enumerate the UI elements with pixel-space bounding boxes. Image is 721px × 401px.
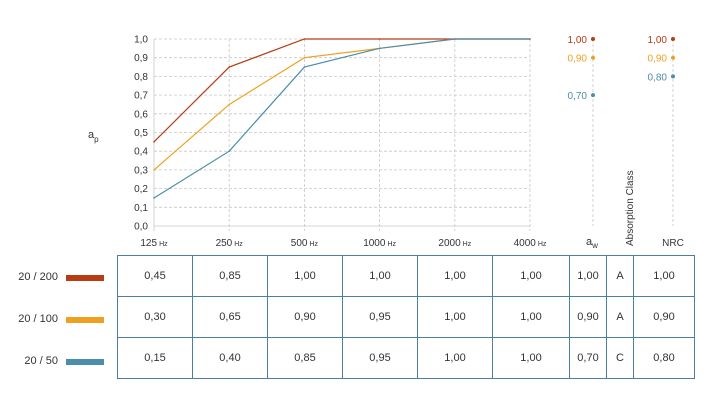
table-cell: 0,90: [267, 296, 343, 338]
row-label-1: 20 / 100: [18, 313, 58, 325]
series-line-0: [153, 38, 530, 143]
data-point: [303, 56, 306, 59]
aw-value-label: 0,90: [568, 54, 588, 65]
row-label-2: 20 / 50: [24, 355, 58, 367]
x-tick-label: 125 Hz: [140, 238, 168, 249]
y-tick-label: 0,7: [134, 91, 148, 102]
nrc-marker: [671, 55, 675, 60]
nrc-marker: [671, 37, 675, 41]
nrc-marker: [671, 74, 675, 79]
table-cell: 0,30: [117, 296, 193, 338]
x-tick-label: 4000 Hz: [514, 238, 547, 249]
values-table: 0,45 0,85 1,00 1,00 1,00 1,00 1,00 A 1,0…: [117, 255, 695, 379]
data-point: [228, 150, 230, 152]
table-cell: 1,00: [267, 255, 343, 297]
table-cell: 0,95: [342, 337, 418, 379]
data-point: [153, 141, 155, 143]
x-tick-label: 500 Hz: [291, 238, 319, 249]
data-point: [529, 38, 531, 40]
aw-marker: [591, 37, 595, 41]
data-point: [378, 38, 381, 40]
table-cell-class: A: [606, 255, 634, 297]
table-cell-nrc: 0,90: [633, 296, 695, 338]
table-row: 0,30 0,65 0,90 0,95 1,00 1,00 0,90 A 0,9…: [117, 296, 695, 338]
table-cell: 1,00: [342, 255, 418, 297]
table-cell: 1,00: [417, 337, 493, 379]
table-cell: 0,40: [192, 337, 268, 379]
table-cell: 0,85: [192, 255, 268, 297]
legend-swatch-0: [66, 275, 104, 281]
x-tick-label: 1000 Hz: [363, 238, 396, 249]
y-tick-label: 0,6: [134, 109, 148, 120]
series-line-1: [153, 38, 530, 171]
x-tick-label: 250 Hz: [216, 238, 244, 249]
table-cell: 1,00: [492, 255, 570, 297]
nrc-value-label: 1,00: [648, 35, 668, 46]
nrc-column-label: NRC: [662, 238, 684, 249]
series-line-2: [153, 38, 530, 199]
table-cell-class: A: [606, 296, 634, 338]
nrc-value-label: 0,90: [648, 54, 668, 65]
data-point: [378, 47, 381, 50]
data-point: [303, 38, 306, 40]
table-cell: 1,00: [492, 296, 570, 338]
y-tick-label: 0,5: [134, 128, 148, 139]
table-cell-aw: 1,00: [569, 255, 607, 297]
data-point: [228, 66, 230, 68]
y-tick-label: 0,2: [134, 184, 148, 195]
y-tick-label: 0,9: [134, 53, 148, 64]
y-tick-label: 1,0: [134, 35, 148, 46]
legend-swatch-2: [66, 359, 104, 365]
row-label-0: 20 / 200: [18, 271, 58, 283]
table-cell: 0,85: [267, 337, 343, 379]
absorption-chart: 0,0 0,1 0,2 0,3 0,4 0,5 0,6 0,7 0,8 0,9 1,0 125 Hz 25…: [88, 35, 684, 251]
aw-marker: [591, 55, 595, 60]
data-point: [228, 103, 230, 106]
table-cell: 1,00: [492, 337, 570, 379]
data-point: [303, 66, 306, 68]
y-tick-label: 0,4: [134, 147, 148, 158]
y-tick-label: 0,3: [134, 165, 148, 176]
nrc-value-label: 0,80: [648, 72, 668, 83]
data-point: [153, 197, 155, 199]
table-cell: 0,15: [117, 337, 193, 379]
table-cell-aw: 0,70: [569, 337, 607, 379]
table-cell: 0,65: [192, 296, 268, 338]
table-cell: 1,00: [417, 255, 493, 297]
data-point: [153, 169, 155, 171]
legend-swatch-1: [66, 317, 104, 323]
table-cell-nrc: 1,00: [633, 255, 695, 297]
y-axis-label: ap: [88, 129, 99, 144]
data-point: [454, 38, 456, 40]
y-tick-label: 0,0: [134, 222, 148, 233]
table-cell: 1,00: [417, 296, 493, 338]
aw-value-label: 1,00: [568, 35, 588, 46]
aw-marker: [591, 93, 595, 98]
table-row: 0,45 0,85 1,00 1,00 1,00 1,00 1,00 A 1,0…: [117, 255, 695, 297]
table-row: 0,15 0,40 0,85 0,95 1,00 1,00 0,70 C 0,8…: [117, 337, 695, 379]
aw-value-label: 0,70: [568, 91, 588, 102]
aw-column-label: aw: [586, 236, 598, 250]
table-cell: 0,45: [117, 255, 193, 297]
table-cell-class: C: [606, 337, 634, 379]
table-cell-nrc: 0,80: [633, 337, 695, 379]
table-cell-aw: 0,90: [569, 296, 607, 338]
y-tick-label: 0,8: [134, 72, 148, 83]
x-tick-label: 2000 Hz: [438, 238, 471, 249]
table-cell: 0,95: [342, 296, 418, 338]
y-tick-label: 0,1: [134, 203, 148, 214]
absorption-class-label: Absorption Class: [625, 170, 636, 246]
